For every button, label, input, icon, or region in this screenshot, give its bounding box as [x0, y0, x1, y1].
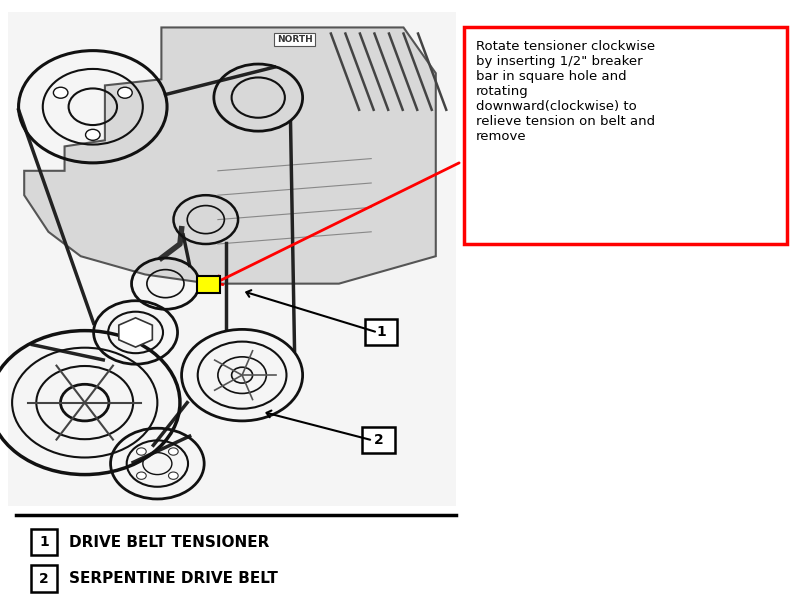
- Circle shape: [136, 448, 146, 455]
- Circle shape: [86, 129, 100, 140]
- FancyBboxPatch shape: [464, 27, 787, 244]
- Text: Rotate tensioner clockwise
by inserting 1/2" breaker
bar in square hole and
rota: Rotate tensioner clockwise by inserting …: [476, 40, 655, 143]
- Text: 1: 1: [376, 325, 386, 339]
- Polygon shape: [24, 27, 436, 284]
- Text: 2: 2: [374, 433, 383, 447]
- Text: DRIVE BELT TENSIONER: DRIVE BELT TENSIONER: [69, 535, 269, 550]
- Circle shape: [118, 87, 132, 98]
- FancyBboxPatch shape: [362, 427, 395, 453]
- FancyBboxPatch shape: [31, 529, 57, 555]
- Circle shape: [169, 448, 178, 455]
- Circle shape: [169, 472, 178, 479]
- Text: 1: 1: [39, 535, 49, 549]
- FancyBboxPatch shape: [31, 565, 57, 592]
- FancyBboxPatch shape: [365, 319, 397, 345]
- Circle shape: [136, 472, 146, 479]
- Text: SERPENTINE DRIVE BELT: SERPENTINE DRIVE BELT: [69, 572, 278, 586]
- FancyBboxPatch shape: [8, 12, 456, 506]
- Text: 2: 2: [39, 572, 49, 586]
- Circle shape: [53, 87, 68, 98]
- Text: NORTH: NORTH: [277, 35, 312, 44]
